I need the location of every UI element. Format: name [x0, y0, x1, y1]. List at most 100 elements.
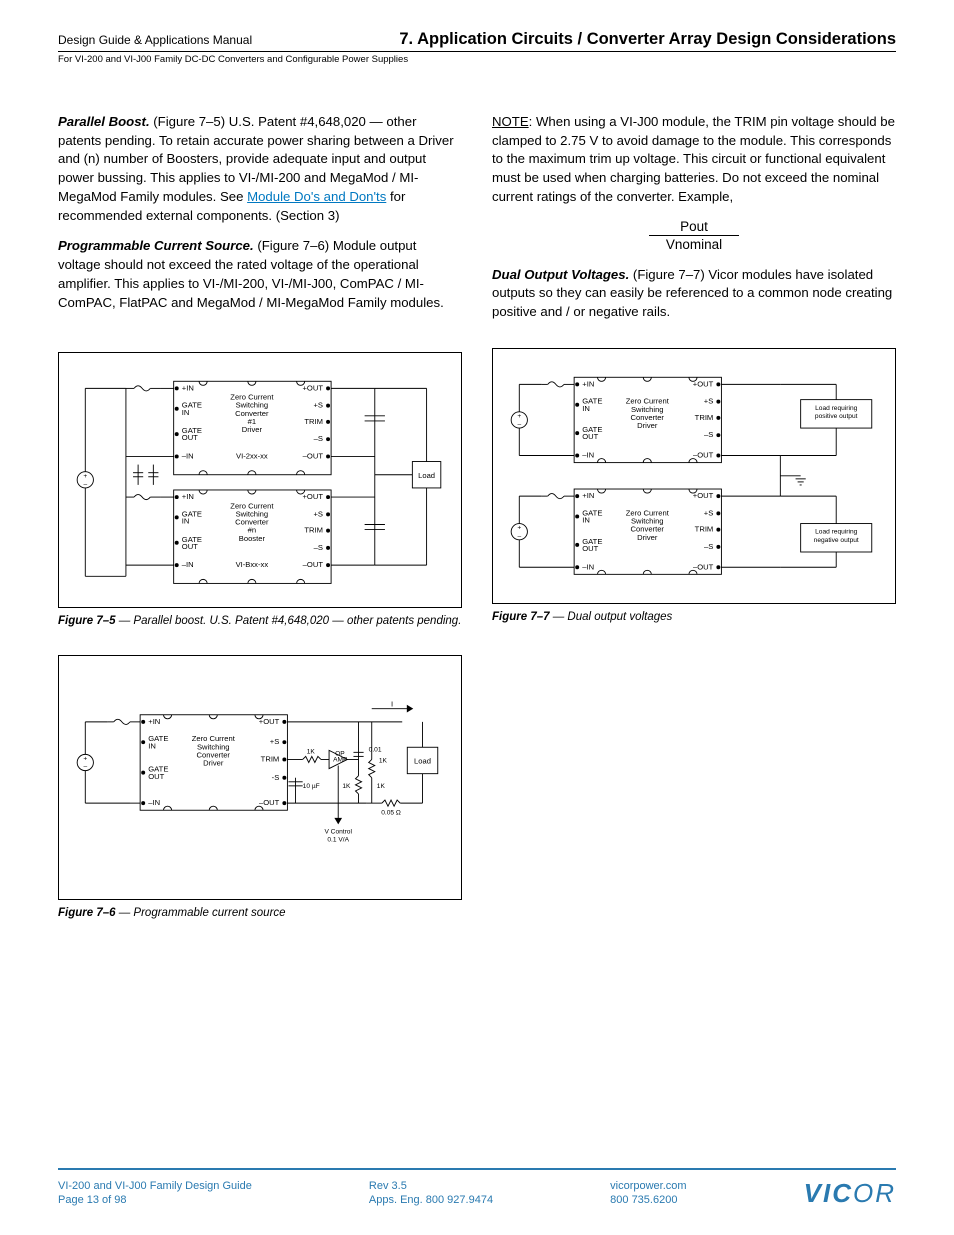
svg-text:–OUT: –OUT [259, 798, 280, 807]
caption-7-6-bold: Figure 7–6 [58, 907, 116, 919]
caption-7-5: Figure 7–5 — Parallel boost. U.S. Patent… [58, 614, 462, 629]
lead-dual: Dual Output Voltages. [492, 267, 629, 282]
svg-text:+S: +S [704, 508, 714, 517]
page-header: Design Guide & Applications Manual 7. Ap… [58, 30, 896, 65]
svg-text:OUT: OUT [182, 434, 198, 443]
svg-text:TRIM: TRIM [261, 754, 280, 763]
vicor-logo: VICOR [804, 1176, 896, 1211]
svg-text:+S: +S [704, 397, 714, 406]
svg-text:–: – [517, 533, 521, 540]
svg-text:Driver: Driver [203, 758, 224, 767]
svg-text:+S: +S [313, 510, 323, 519]
svg-text:0.05 Ω: 0.05 Ω [381, 809, 401, 816]
svg-text:0.01: 0.01 [369, 746, 382, 753]
svg-text:–: – [83, 481, 87, 488]
svg-text:Driver: Driver [242, 425, 263, 434]
svg-text:+IN: +IN [582, 379, 594, 388]
svg-text:–IN: –IN [182, 561, 194, 570]
svg-text:Load requiring: Load requiring [815, 529, 857, 536]
caption-7-7-bold: Figure 7–7 [492, 611, 550, 623]
para-note: NOTE: When using a VI-J00 module, the TR… [492, 113, 896, 207]
link-module-dos-donts[interactable]: Module Do's and Don'ts [247, 189, 386, 204]
footer-rev: Rev 3.5 [369, 1179, 493, 1194]
svg-text:10 µF: 10 µF [303, 783, 320, 790]
svg-text:–IN: –IN [582, 562, 594, 571]
svg-text:–: – [83, 763, 87, 770]
svg-text:Load: Load [418, 471, 435, 480]
note-lead: NOTE [492, 114, 529, 129]
svg-text:TRIM: TRIM [695, 413, 714, 422]
para-prog-current: Programmable Current Source. (Figure 7–6… [58, 237, 462, 312]
left-column: Parallel Boost. (Figure 7–5) U.S. Patent… [58, 113, 462, 921]
footer-page: Page 13 of 98 [58, 1193, 252, 1208]
figure-7-5-diagram: + – [67, 363, 453, 597]
frac-bot: Vnominal [634, 237, 754, 252]
svg-text:OUT: OUT [582, 432, 598, 441]
svg-text:IN: IN [182, 517, 190, 526]
caption-7-7-rest: — Dual output voltages [550, 611, 673, 623]
svg-text:IN: IN [148, 741, 156, 750]
svg-text:–S: –S [704, 542, 713, 551]
footer-site: vicorpower.com [610, 1179, 686, 1194]
figure-7-7-box: + – + – [492, 348, 896, 604]
svg-text:IN: IN [582, 515, 590, 524]
footer-mid2: vicorpower.com 800 735.6200 [610, 1179, 686, 1209]
lead-parallel-boost: Parallel Boost. [58, 114, 150, 129]
svg-text:+OUT: +OUT [693, 491, 714, 500]
footer-left: VI-200 and VI-J00 Family Design Guide Pa… [58, 1179, 252, 1209]
caption-7-5-rest: — Parallel boost. U.S. Patent #4,648,020… [116, 615, 462, 627]
lead-prog-current: Programmable Current Source. [58, 238, 254, 253]
svg-text:TRIM: TRIM [304, 417, 323, 426]
footer-mid1: Rev 3.5 Apps. Eng. 800 927.9474 [369, 1179, 493, 1209]
footer-rule [58, 1168, 896, 1170]
figure-7-6-diagram: + – [67, 666, 453, 889]
svg-text:–IN: –IN [148, 798, 160, 807]
svg-text:+IN: +IN [148, 717, 160, 726]
svg-text:+IN: +IN [182, 492, 194, 501]
frac-top: Pout [634, 219, 754, 234]
svg-text:–S: –S [314, 435, 323, 444]
right-column: NOTE: When using a VI-J00 module, the TR… [492, 113, 896, 921]
svg-text:+IN: +IN [182, 384, 194, 393]
svg-text:VI-2xx-xx: VI-2xx-xx [236, 452, 268, 461]
section-title: 7. Application Circuits / Converter Arra… [399, 30, 896, 49]
svg-text:OUT: OUT [582, 544, 598, 553]
svg-text:+: + [83, 473, 87, 480]
header-rule [58, 51, 896, 52]
svg-text:Booster: Booster [239, 534, 266, 543]
svg-text:VI-Bxx-xx: VI-Bxx-xx [236, 561, 269, 570]
svg-text:Driver: Driver [637, 421, 658, 430]
svg-text:1K: 1K [307, 748, 316, 755]
caption-7-6: Figure 7–6 — Programmable current source [58, 906, 462, 921]
svg-text:TRIM: TRIM [304, 526, 323, 535]
svg-text:+: + [517, 525, 521, 532]
svg-text:–IN: –IN [582, 450, 594, 459]
svg-text:TRIM: TRIM [695, 525, 714, 534]
footer-guide: VI-200 and VI-J00 Family Design Guide [58, 1179, 252, 1194]
svg-text:Load: Load [414, 756, 431, 765]
svg-text:+: + [517, 413, 521, 420]
svg-text:-S: -S [272, 773, 280, 782]
svg-text:0.1 V/A: 0.1 V/A [327, 837, 349, 844]
footer-phone: 800 735.6200 [610, 1193, 686, 1208]
caption-7-5-bold: Figure 7–5 [58, 615, 116, 627]
svg-text:1K: 1K [342, 783, 351, 790]
svg-text:positive output: positive output [815, 413, 858, 420]
svg-text:V Control: V Control [324, 829, 352, 836]
svg-text:Load requiring: Load requiring [815, 405, 857, 412]
footer-apps: Apps. Eng. 800 927.9474 [369, 1193, 493, 1208]
body-columns: Parallel Boost. (Figure 7–5) U.S. Patent… [58, 113, 896, 921]
svg-text:–OUT: –OUT [303, 561, 324, 570]
logo-thin: OR [853, 1178, 896, 1208]
frac-line [649, 235, 739, 236]
svg-text:negative output: negative output [814, 537, 859, 544]
svg-text:+OUT: +OUT [302, 384, 323, 393]
svg-text:+OUT: +OUT [302, 492, 323, 501]
header-sub: For VI-200 and VI-J00 Family DC-DC Conve… [58, 54, 896, 65]
caption-7-6-rest: — Programmable current source [116, 907, 286, 919]
page-footer: VI-200 and VI-J00 Family Design Guide Pa… [58, 1128, 896, 1211]
caption-7-7: Figure 7–7 — Dual output voltages [492, 610, 896, 625]
svg-text:–OUT: –OUT [693, 562, 714, 571]
svg-text:I: I [391, 700, 393, 709]
svg-text:–IN: –IN [182, 452, 194, 461]
